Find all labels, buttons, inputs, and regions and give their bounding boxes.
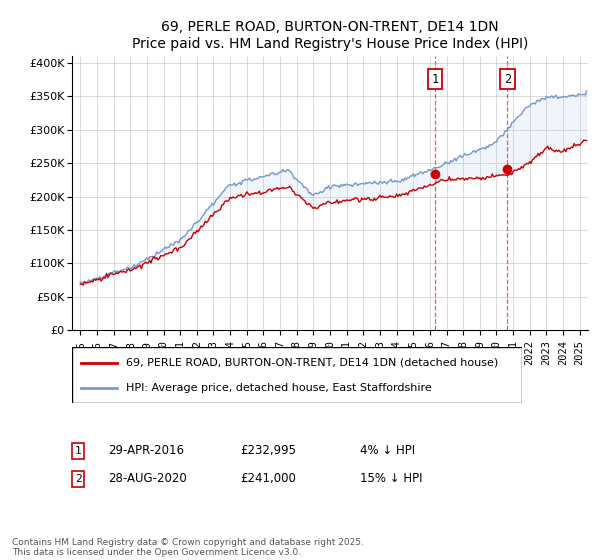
- Title: 69, PERLE ROAD, BURTON-ON-TRENT, DE14 1DN
Price paid vs. HM Land Registry's Hous: 69, PERLE ROAD, BURTON-ON-TRENT, DE14 1D…: [132, 21, 528, 50]
- Text: £232,995: £232,995: [240, 444, 296, 458]
- Text: £241,000: £241,000: [240, 472, 296, 486]
- Text: 2: 2: [504, 73, 511, 86]
- Text: 28-AUG-2020: 28-AUG-2020: [108, 472, 187, 486]
- Text: 1: 1: [74, 446, 82, 456]
- Text: 1: 1: [432, 73, 439, 86]
- Text: 2: 2: [74, 474, 82, 484]
- Text: 29-APR-2016: 29-APR-2016: [108, 444, 184, 458]
- Text: 69, PERLE ROAD, BURTON-ON-TRENT, DE14 1DN (detached house): 69, PERLE ROAD, BURTON-ON-TRENT, DE14 1D…: [126, 358, 498, 368]
- Text: 15% ↓ HPI: 15% ↓ HPI: [360, 472, 422, 486]
- FancyBboxPatch shape: [72, 347, 522, 403]
- Text: 4% ↓ HPI: 4% ↓ HPI: [360, 444, 415, 458]
- Text: Contains HM Land Registry data © Crown copyright and database right 2025.
This d: Contains HM Land Registry data © Crown c…: [12, 538, 364, 557]
- Text: HPI: Average price, detached house, East Staffordshire: HPI: Average price, detached house, East…: [126, 382, 432, 393]
